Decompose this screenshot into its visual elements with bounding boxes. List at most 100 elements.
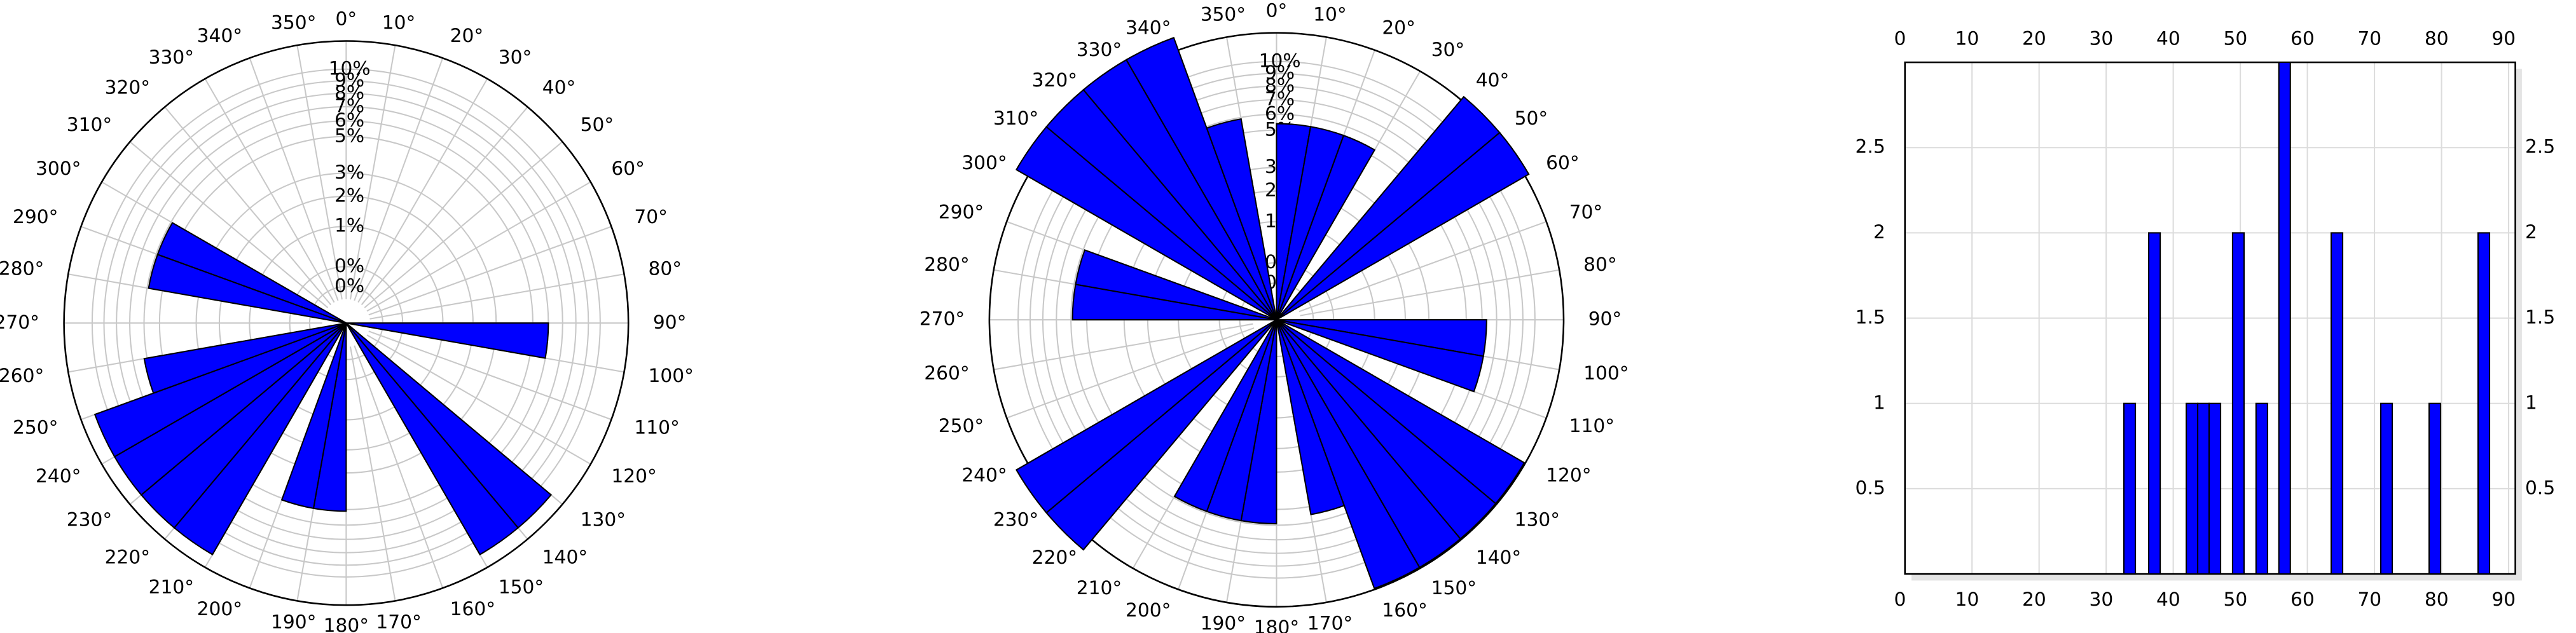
angle-tick-label: 310° xyxy=(993,107,1038,129)
angle-tick-label: 190° xyxy=(1201,612,1246,633)
rose-wedge xyxy=(1125,36,1278,320)
rose-wedge xyxy=(1206,118,1278,320)
radial-tick-label: 7% xyxy=(334,94,364,116)
y-tick-label-right: 2 xyxy=(2525,221,2537,243)
outer-ring xyxy=(988,32,1565,608)
x-tick-label: 60 xyxy=(2290,588,2315,610)
rose-wedge xyxy=(1173,319,1278,513)
radial-tick-label: 7% xyxy=(1265,87,1295,109)
angle-tick-label: 190° xyxy=(271,610,316,632)
angle-tick-label: 350° xyxy=(271,11,316,33)
angle-tick-label: 50° xyxy=(1515,107,1548,129)
radial-tick-label: 9% xyxy=(334,69,364,91)
angle-tick-label: 340° xyxy=(197,24,242,46)
angle-tick-label: 20° xyxy=(1382,16,1415,38)
radial-tick-label: 8% xyxy=(334,81,364,104)
spoke-grid-line xyxy=(349,346,396,601)
angle-tick-label: 50° xyxy=(581,113,614,135)
angle-tick-label: 0° xyxy=(336,7,357,29)
y-tick-label: 1.5 xyxy=(1856,306,1885,328)
x-tick-label-top: 50 xyxy=(2223,27,2247,49)
x-tick-label: 70 xyxy=(2357,588,2381,610)
rose-wedge xyxy=(1276,132,1530,321)
spoke-grid-line xyxy=(1006,327,1255,419)
angle-tick-label: 250° xyxy=(939,414,984,437)
spoke-grid-line xyxy=(354,345,444,589)
radial-tick-label: 5% xyxy=(334,124,364,146)
bar xyxy=(2380,402,2393,575)
angle-tick-label: 40° xyxy=(1476,69,1510,91)
bar xyxy=(2148,232,2161,575)
spoke-grid-line xyxy=(364,141,563,308)
x-tick-label: 30 xyxy=(2090,588,2114,610)
spoke-grid-line xyxy=(368,226,612,316)
x-tick-label: 90 xyxy=(2491,588,2516,610)
y-tick-label: 0.5 xyxy=(1856,476,1885,498)
angle-tick-label: 270° xyxy=(920,308,965,330)
angle-tick-label: 140° xyxy=(1476,546,1521,568)
radial-tick-label: 10% xyxy=(329,57,371,79)
x-tick-label: 80 xyxy=(2425,588,2449,610)
angle-tick-label: 100° xyxy=(1583,362,1629,384)
spoke-grid-line xyxy=(357,78,488,303)
y-tick-label: 1 xyxy=(1873,391,1885,413)
angle-tick-label: 240° xyxy=(961,464,1007,486)
angle-tick-label: 160° xyxy=(1382,599,1427,621)
spoke-grid-line xyxy=(993,323,1253,371)
angle-tick-label: 180° xyxy=(1254,616,1299,633)
angle-tick-label: 200° xyxy=(197,597,242,620)
angle-tick-label: 290° xyxy=(939,200,984,222)
radial-tick-label: 9% xyxy=(1265,61,1295,83)
angle-tick-label: 320° xyxy=(105,76,150,98)
y-tick-label: 2.5 xyxy=(1856,135,1885,158)
radial-tick-label: 2% xyxy=(334,184,364,206)
radial-tick-label: 1% xyxy=(334,214,364,236)
spoke-grid-line xyxy=(164,106,331,306)
angle-tick-label: 320° xyxy=(1032,69,1077,91)
bar xyxy=(2123,402,2137,575)
angle-tick-label: 60° xyxy=(611,157,645,179)
rose-wedge xyxy=(1276,134,1376,320)
rose-wedge xyxy=(1075,249,1277,321)
angle-tick-label: 90° xyxy=(1588,308,1622,330)
angle-tick-label: 30° xyxy=(1431,38,1465,60)
angle-tick-label: 260° xyxy=(0,364,44,386)
angle-tick-label: 0° xyxy=(1266,0,1288,22)
x-tick-label: 20 xyxy=(2022,588,2046,610)
angle-tick-label: 170° xyxy=(1307,612,1353,633)
x-tick-label-top: 40 xyxy=(2156,27,2180,49)
rose-wedge xyxy=(143,322,347,394)
angle-tick-label: 10° xyxy=(382,11,416,33)
angle-tick-label: 80° xyxy=(648,257,682,280)
bar xyxy=(2255,402,2268,575)
x-tick-label: 50 xyxy=(2223,588,2247,610)
rose-wedge xyxy=(345,322,520,555)
rose-wedge xyxy=(1276,319,1421,590)
x-tick-label-top: 10 xyxy=(1955,27,1980,49)
x-tick-label-top: 20 xyxy=(2022,27,2046,49)
angle-tick-label: 290° xyxy=(13,205,58,228)
x-tick-label: 40 xyxy=(2156,588,2180,610)
angle-tick-label: 220° xyxy=(105,545,150,568)
rose-wedge xyxy=(1276,319,1346,515)
bar xyxy=(2197,402,2210,575)
spoke-grid-line xyxy=(349,45,396,300)
angle-tick-label: 350° xyxy=(1201,3,1246,25)
bar xyxy=(2231,232,2245,575)
angle-tick-label: 130° xyxy=(581,508,626,530)
angle-tick-label: 230° xyxy=(993,508,1038,530)
angle-tick-label: 110° xyxy=(1569,414,1615,437)
rose-wedge xyxy=(93,322,347,458)
bar xyxy=(2330,232,2344,575)
angle-tick-label: 250° xyxy=(13,416,58,439)
angle-tick-label: 230° xyxy=(67,508,112,530)
x-tick-label-top: 0 xyxy=(1894,27,1906,49)
angle-tick-label: 170° xyxy=(376,610,421,632)
angle-tick-label: 40° xyxy=(542,76,576,98)
radial-tick-label: 0% xyxy=(334,274,364,296)
angle-tick-label: 120° xyxy=(1546,464,1591,486)
angle-tick-label: 150° xyxy=(499,576,544,598)
angle-tick-label: 210° xyxy=(149,576,194,598)
y-tick-label-right: 1.5 xyxy=(2525,306,2555,328)
angle-tick-label: 80° xyxy=(1583,253,1617,275)
